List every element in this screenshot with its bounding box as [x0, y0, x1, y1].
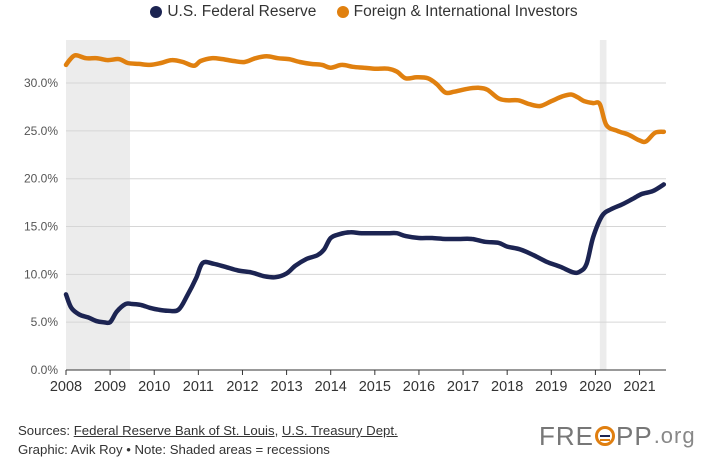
legend-swatch-foreign-investors: [336, 6, 349, 18]
legend-item-foreign-investors[interactable]: Foreign & International Investors: [336, 3, 578, 21]
y-tick-label: 20.0%: [24, 172, 58, 186]
x-tick-label: 2010: [138, 379, 170, 395]
axes: 0.0% 5.0% 10.0% 15.0% 20.0% 25.0% 30.0% 2008 200…: [24, 76, 666, 395]
line-chart: 0.0% 5.0% 10.0% 15.0% 20.0% 25.0% 30.0% 2008 200…: [24, 40, 667, 395]
freeopp-logo: FRE PP .org: [539, 420, 696, 452]
legend-label-foreign-investors: Foreign & International Investors: [353, 3, 578, 20]
x-tick-label: 2014: [315, 379, 347, 395]
x-tick-label: 2009: [94, 379, 126, 395]
y-tick-label: 30.0%: [24, 76, 58, 90]
legend-item-federal-reserve[interactable]: U.S. Federal Reserve: [150, 3, 316, 21]
y-tick-label: 5.0%: [31, 315, 59, 329]
logo-text-org: .org: [653, 423, 696, 448]
series-lines: [63, 53, 667, 326]
source-link-treasury[interactable]: U.S. Treasury Dept.: [281, 423, 398, 438]
x-tick-label: 2018: [491, 379, 523, 395]
legend-swatch-federal-reserve: [150, 6, 163, 18]
x-tick-label: 2016: [403, 379, 435, 395]
gridlines: [66, 82, 666, 323]
recession-band-1: [599, 40, 607, 370]
y-tick-label: 15.0%: [24, 220, 58, 234]
x-tick-label: 2019: [535, 379, 567, 395]
logo-o-icon: [595, 426, 615, 446]
sources-line: Sources: Federal Reserve Bank of St. Lou…: [18, 421, 398, 440]
sources-separator: ,: [274, 423, 282, 438]
y-tick-label: 10.0%: [24, 267, 58, 281]
source-link-fed-st-louis[interactable]: Federal Reserve Bank of St. Louis: [73, 423, 275, 438]
x-tick-label: 2013: [270, 379, 302, 395]
legend-label-federal-reserve: U.S. Federal Reserve: [167, 3, 317, 20]
x-tick-label: 2015: [359, 379, 391, 395]
x-tick-label: 2008: [50, 379, 82, 395]
recession-shading: [66, 40, 607, 370]
y-tick-label: 25.0%: [24, 124, 58, 138]
sources-prefix: Sources:: [18, 423, 74, 438]
x-tick-label: 2017: [447, 379, 479, 395]
legend: U.S. Federal Reserve Foreign & Internati…: [0, 3, 728, 23]
series-line-federal-reserve: [63, 182, 667, 326]
y-tick-label: 0.0%: [31, 363, 59, 377]
x-tick-label: 2020: [579, 379, 611, 395]
logo-text-pp: PP: [616, 420, 653, 451]
x-tick-label: 2021: [623, 379, 655, 395]
footer: Sources: Federal Reserve Bank of St. Lou…: [18, 421, 398, 459]
x-tick-label: 2012: [226, 379, 258, 395]
logo-text-fre: FRE: [539, 420, 594, 451]
series-line-foreign-investors: [63, 53, 667, 145]
x-tick-label: 2011: [183, 379, 214, 395]
graphic-credit-line: Graphic: Avik Roy • Note: Shaded areas =…: [18, 442, 330, 457]
